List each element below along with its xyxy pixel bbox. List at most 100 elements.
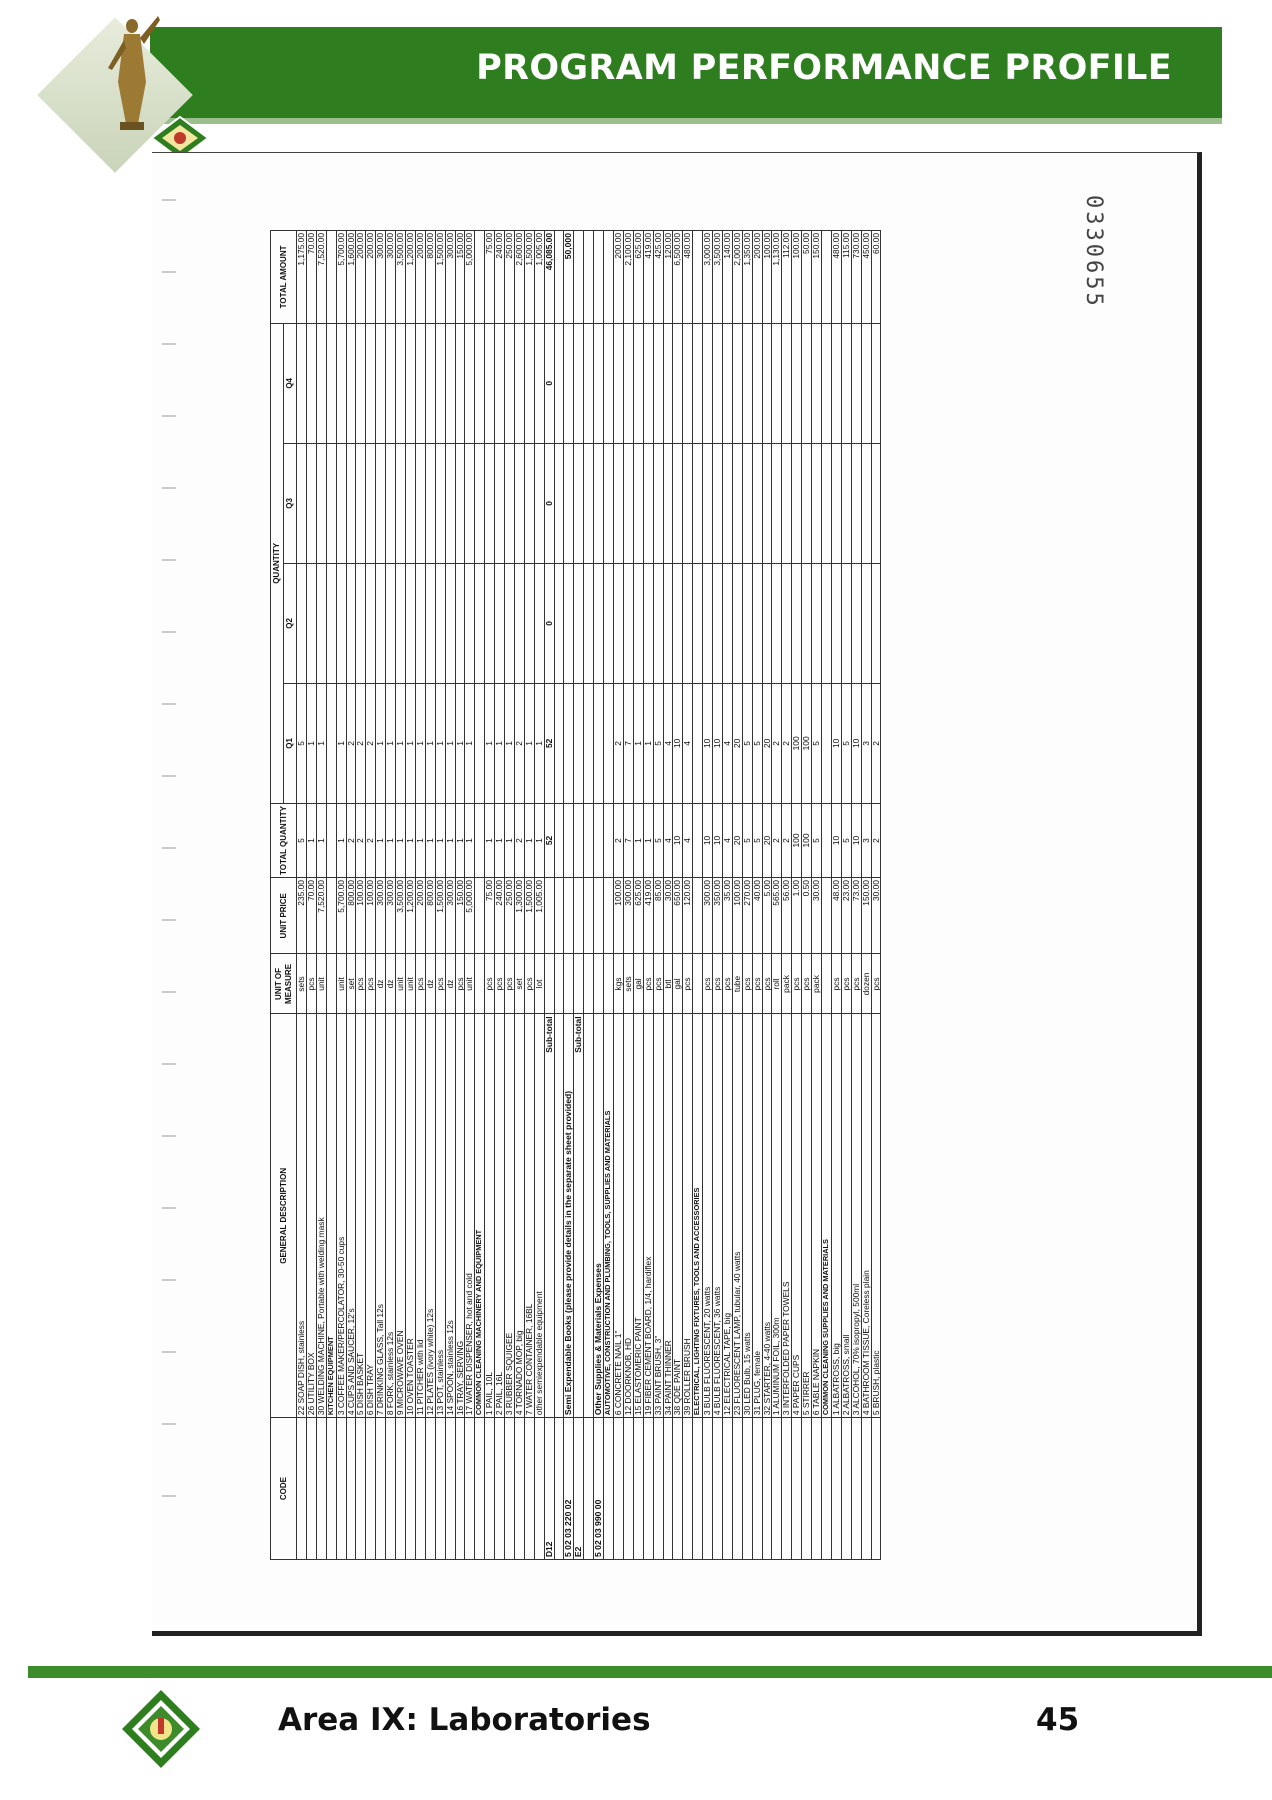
cell-total-quantity: 10 bbox=[702, 803, 713, 878]
cell-total-quantity: 5 bbox=[841, 803, 852, 878]
cell-code bbox=[296, 1417, 307, 1560]
cell-unit-price: 565.00 bbox=[771, 877, 782, 954]
cell-q3 bbox=[346, 443, 356, 564]
cell-total-quantity: 1 bbox=[425, 803, 436, 878]
cell-unit-price: 800.00 bbox=[425, 877, 436, 954]
table-row: 16 TRAY, SERVING pcs 150.00 1 1 150.00 bbox=[455, 230, 465, 1560]
cell-unit: pcs bbox=[435, 953, 446, 1014]
cell-unit-price: 56.00 bbox=[781, 877, 792, 954]
cell-q4 bbox=[484, 323, 495, 444]
cell-total-amount: 46,085.00 bbox=[544, 230, 555, 324]
cell-q4 bbox=[316, 323, 327, 444]
table-row: 15 ELASTOMERIC PAINT gal 625.00 1 1 625.00 bbox=[633, 230, 644, 1560]
cell-code bbox=[762, 1417, 772, 1560]
cell-unit-price: 23.00 bbox=[841, 877, 852, 954]
cell-total-quantity: 1 bbox=[455, 803, 465, 878]
cell-q2 bbox=[583, 563, 594, 684]
cell-unit: dz bbox=[425, 953, 436, 1014]
cell-description: 3 BULB FLUORESCENT, 20 watts bbox=[702, 1013, 713, 1418]
cell-unit: lot bbox=[534, 953, 545, 1014]
cell-q3 bbox=[603, 443, 614, 564]
cell-unit bbox=[603, 953, 614, 1014]
cell-code bbox=[336, 1417, 347, 1560]
cell-total-quantity bbox=[821, 803, 832, 878]
table-row: 3 ALCOHOL, 70% isopropyl, 500ml pcs 73.00 1… bbox=[851, 230, 862, 1560]
cell-q2 bbox=[653, 563, 663, 684]
table-row: 5 02 03 220 02 Semi Expendable Books (ple… bbox=[563, 230, 574, 1560]
cell-q3 bbox=[623, 443, 634, 564]
cell-q4 bbox=[682, 323, 693, 444]
cell-unit: pcs bbox=[851, 953, 862, 1014]
cell-total-amount: 70.00 bbox=[306, 230, 317, 324]
cell-q4 bbox=[355, 323, 366, 444]
cell-q1: 2 bbox=[514, 683, 525, 804]
cell-total-amount: 1,175.00 bbox=[296, 230, 307, 324]
cell-code bbox=[732, 1417, 743, 1560]
cell-code bbox=[435, 1417, 446, 1560]
cell-q3 bbox=[306, 443, 317, 564]
cell-unit: unit bbox=[316, 953, 327, 1014]
cell-q3 bbox=[563, 443, 574, 564]
cell-code bbox=[871, 1417, 881, 1560]
cell-total-amount: 200.00 bbox=[613, 230, 624, 324]
cell-q1: 1 bbox=[494, 683, 505, 804]
cell-unit: unit bbox=[336, 953, 347, 1014]
cell-unit bbox=[563, 953, 574, 1014]
cell-unit-price bbox=[583, 877, 594, 954]
cell-total-amount: 800.00 bbox=[425, 230, 436, 324]
cell-q4 bbox=[375, 323, 386, 444]
cell-total-amount: 7,520.00 bbox=[316, 230, 327, 324]
cell-unit-price: 85.00 bbox=[653, 877, 663, 954]
table-row: 8 FORK, stainless 12s dz 300.00 1 1 300.00 bbox=[385, 230, 396, 1560]
cell-q3 bbox=[316, 443, 327, 564]
scanned-document bbox=[152, 152, 1202, 1636]
cell-q1: 10 bbox=[672, 683, 683, 804]
cell-q1: 1 bbox=[316, 683, 327, 804]
cell-description: 7 DRINKING GLASS, Tall 12s bbox=[375, 1013, 386, 1418]
cell-description: 9 MICROWAVE OVEN bbox=[395, 1013, 406, 1418]
cell-q4 bbox=[722, 323, 733, 444]
cell-q1: 4 bbox=[722, 683, 733, 804]
cell-code bbox=[405, 1417, 416, 1560]
cell-q2 bbox=[871, 563, 881, 684]
budget-table: CODE GENERAL DESCRIPTION UNIT OF MEASURE… bbox=[270, 230, 881, 1560]
cell-unit: pcs bbox=[702, 953, 713, 1014]
cell-code bbox=[742, 1417, 753, 1560]
cell-unit: sets bbox=[296, 953, 307, 1014]
cell-q4 bbox=[504, 323, 515, 444]
cell-unit-price: 300.00 bbox=[702, 877, 713, 954]
cell-q4 bbox=[365, 323, 376, 444]
cell-code bbox=[306, 1417, 317, 1560]
cell-q1 bbox=[692, 683, 703, 804]
cell-total-amount: 300.00 bbox=[445, 230, 455, 324]
cell-q3 bbox=[554, 443, 564, 564]
cell-total-quantity: 7 bbox=[623, 803, 634, 878]
cell-q1: 2 bbox=[346, 683, 356, 804]
cell-q1: 1 bbox=[464, 683, 475, 804]
cell-q2 bbox=[296, 563, 307, 684]
cell-total-quantity: 1 bbox=[643, 803, 654, 878]
cell-total-quantity: 1 bbox=[415, 803, 426, 878]
cell-total-quantity: 1 bbox=[484, 803, 495, 878]
header-q4: Q4 bbox=[283, 323, 297, 444]
cell-total-amount: 50.00 bbox=[801, 230, 812, 324]
cell-q1: 5 bbox=[811, 683, 822, 804]
cell-q3 bbox=[375, 443, 386, 564]
cell-code: 5 02 03 220 02 bbox=[563, 1417, 574, 1560]
cell-total-amount: 1,130.00 bbox=[771, 230, 782, 324]
cell-description: 7 WATER CONTAINER, 16BL bbox=[524, 1013, 535, 1418]
cell-unit-price: 300.00 bbox=[623, 877, 634, 954]
table-row: 3 BULB FLUORESCENT, 20 watts pcs 300.00 10 1… bbox=[702, 230, 713, 1560]
cell-unit bbox=[554, 953, 564, 1014]
table-row: 5 DISH BASKET pcs 100.00 2 2 200.00 bbox=[355, 230, 366, 1560]
cell-total-amount: 6,500.00 bbox=[672, 230, 683, 324]
cell-unit bbox=[821, 953, 832, 1014]
cell-q4 bbox=[494, 323, 505, 444]
cell-description: 22 SOAP DISH, stainless bbox=[296, 1013, 307, 1418]
cell-q2 bbox=[316, 563, 327, 684]
cell-q2 bbox=[762, 563, 772, 684]
cell-total-amount bbox=[603, 230, 614, 324]
cell-q2 bbox=[613, 563, 624, 684]
cell-q3 bbox=[702, 443, 713, 564]
cell-q4 bbox=[385, 323, 396, 444]
